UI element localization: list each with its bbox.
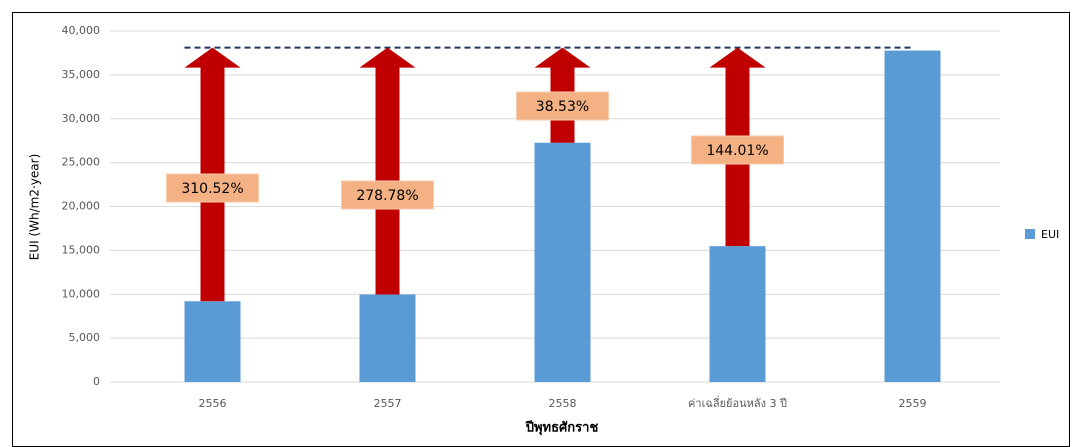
y-tick-label: 30,000	[62, 112, 101, 125]
y-tick-label: 25,000	[62, 156, 101, 169]
y-tick-label: 40,000	[62, 24, 101, 37]
annotation-box	[516, 91, 609, 121]
legend-label: EUI	[1041, 228, 1059, 241]
bar	[184, 301, 241, 382]
x-tick-label: 2559	[899, 397, 927, 410]
x-tick-label: 2556	[199, 397, 227, 410]
y-tick-label: 0	[93, 375, 100, 388]
bar	[359, 294, 416, 382]
bar	[709, 246, 766, 382]
bar	[884, 50, 941, 383]
annotation: 144.01%	[706, 143, 768, 159]
x-tick-label: ค่าเฉลี่ยย้อนหลัง 3 ปี	[688, 395, 787, 410]
x-tick-label: 2558	[549, 397, 577, 410]
y-tick-label: 35,000	[62, 68, 101, 81]
annotation-box	[341, 180, 434, 210]
y-axis-title: EUI (Wh/m2·year)	[28, 154, 42, 261]
annotation-box	[166, 173, 259, 203]
y-tick-label: 5,000	[69, 331, 101, 344]
annotation: 38.53%	[536, 99, 589, 115]
annotation-box	[691, 135, 784, 165]
annotation: 278.78%	[356, 188, 418, 204]
legend-swatch	[1025, 229, 1035, 239]
arrow	[359, 47, 416, 295]
y-tick-label: 20,000	[62, 200, 101, 213]
y-tick-label: 15,000	[62, 243, 101, 256]
y-tick-label: 10,000	[62, 287, 101, 300]
bar	[534, 142, 591, 382]
x-tick-label: 2557	[374, 397, 402, 410]
annotation: 310.52%	[181, 181, 243, 197]
x-axis-title: ปีพุทธศักราช	[525, 420, 599, 436]
